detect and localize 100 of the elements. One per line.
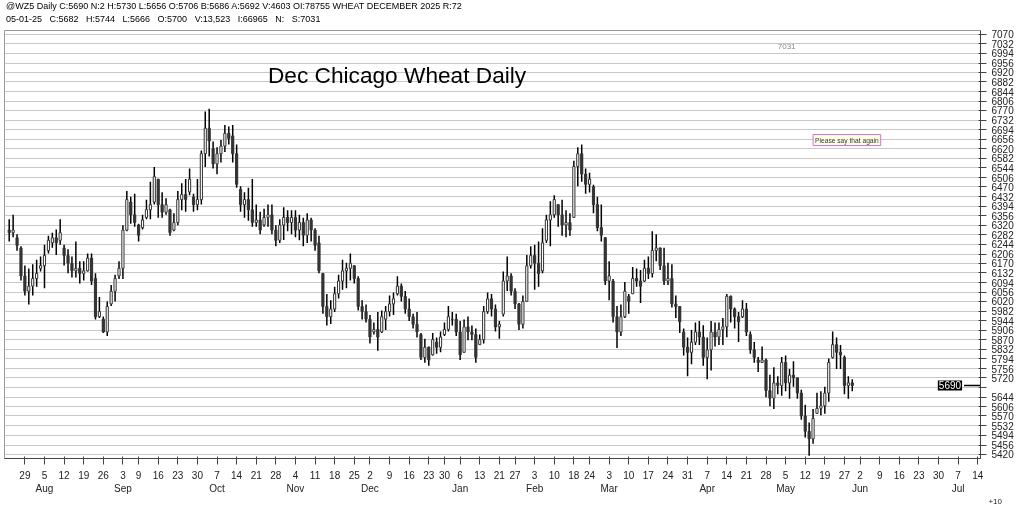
x-tick-label: 13: [474, 469, 486, 481]
candlestick: [835, 336, 839, 370]
ref-line-label: 5690: [938, 380, 962, 392]
x-tick-label: 2 Jun: [852, 469, 869, 494]
candlestick: [717, 321, 721, 346]
candlestick: [191, 192, 196, 213]
y-tick-label: 6506: [991, 172, 1015, 184]
x-tick-label: 28: [270, 469, 282, 481]
y-tick-label: 7032: [991, 38, 1015, 50]
y-tick-label: 6956: [991, 58, 1015, 70]
text: 05-01-25 C:5682 H:5744 L:5666 O:5700 V:13,523 I:66965 N: S:7031: [6, 13, 321, 26]
x-tick-label: 7 Jul: [951, 469, 965, 494]
candlestick: [305, 212, 309, 244]
x-tick-label: 24: [662, 469, 674, 481]
x-tick-label: 3 Sep: [114, 469, 133, 494]
candlestick: [246, 187, 250, 222]
y-tick-label: 5982: [991, 306, 1015, 318]
y-tick-label: 6432: [991, 191, 1015, 203]
x-tick-label: 27: [509, 469, 522, 481]
candlestick: [831, 330, 835, 360]
x-tick-label: 2 Dec: [361, 469, 379, 494]
y-tick-label: 5532: [991, 420, 1015, 432]
candlestick: [564, 209, 568, 238]
x-tick-label: 30: [191, 469, 204, 481]
x-tick-label: 18: [568, 469, 580, 481]
candlestick: [423, 338, 427, 364]
x-tick-label: 14: [972, 469, 984, 481]
candlestick: [133, 192, 137, 228]
x-tick-label: 14: [231, 469, 243, 481]
x-tick-label: 30: [438, 469, 451, 481]
y-tick-label: 5420: [991, 449, 1015, 461]
y-tick-label: 5944: [991, 315, 1015, 327]
y-tick-label: 6806: [991, 96, 1015, 108]
candlestick: [650, 230, 654, 279]
x-tick-label: 23: [913, 469, 925, 481]
x-tick-label: 23: [423, 469, 435, 481]
x-tick-label: 3 Mar: [600, 469, 619, 494]
y-tick-label: 6020: [991, 296, 1015, 308]
candlestick: [184, 178, 188, 213]
candlestick: [395, 275, 399, 297]
text: @WZ5 Daily C:5690 N:2 H:5730 L:5656 O:5706 B:5686 A:5692 V:4603 OI:78755 WHEAT DECEMBER 2025 R:72: [6, 0, 462, 13]
y-tick-label: 5832: [991, 344, 1015, 356]
y-tick-label: 6132: [991, 267, 1015, 279]
candlestick: [682, 327, 686, 357]
candlestick: [713, 321, 717, 348]
x-tick-label: 5 Aug: [35, 469, 54, 494]
text: +10: [988, 496, 1002, 508]
x-tick-label: 29: [19, 469, 31, 481]
candlestick: [242, 191, 247, 219]
candlestick: [537, 240, 541, 288]
candlestick: [391, 291, 396, 316]
y-tick-label: 6656: [991, 134, 1015, 146]
y-tick-label: 6356: [991, 210, 1015, 222]
y-tick-label: 6732: [991, 115, 1015, 127]
x-tick-label: 31: [682, 469, 694, 481]
x-tick-label: 23: [172, 469, 184, 481]
y-tick-label: 7070: [991, 29, 1015, 41]
candlestick: [35, 258, 39, 288]
x-tick-label: 7 Oct: [209, 469, 226, 494]
x-tick-label: 17: [642, 469, 655, 481]
candlestick: [297, 214, 301, 242]
candlestick: [744, 302, 748, 337]
candlestick: [344, 261, 349, 289]
y-tick-label: 6844: [991, 86, 1015, 98]
candlestick: [838, 344, 843, 370]
y-tick-label: 6170: [991, 258, 1015, 270]
candlestick: [289, 209, 294, 235]
candlestick: [11, 214, 15, 238]
candlestick: [736, 311, 741, 343]
candlestick: [266, 203, 270, 228]
x-tick-label: 14: [721, 469, 733, 481]
candlestick: [387, 294, 392, 318]
y-tick-label: 5570: [991, 410, 1015, 422]
y-tick-label: 6582: [991, 153, 1015, 165]
candlestick: [627, 293, 631, 315]
candlestick: [638, 269, 643, 304]
candlestick: [282, 206, 286, 241]
candlestick: [689, 329, 694, 366]
x-tick-label: 11: [309, 469, 321, 481]
candlestick: [254, 203, 258, 228]
candlestick: [376, 311, 380, 352]
candlestick: [66, 248, 70, 274]
x-tick-label: 27: [838, 469, 851, 481]
candlestick: [544, 214, 548, 244]
x-tick-label: 19: [819, 469, 831, 481]
x-tick-label: 9: [386, 469, 393, 481]
candlestick: [7, 218, 11, 243]
candlestick: [662, 246, 666, 286]
candlestick: [780, 356, 784, 397]
y-tick-label: 6882: [991, 76, 1015, 88]
x-tick-label: 12: [799, 469, 812, 481]
y-tick-label: 6694: [991, 124, 1015, 136]
x-tick-label: 9: [135, 469, 142, 481]
x-tick-label: 16: [152, 469, 165, 481]
candlestick: [82, 260, 86, 282]
y-tick-label: 5720: [991, 372, 1015, 384]
candlestick: [819, 390, 823, 416]
y-tick-label: 5494: [991, 430, 1015, 442]
y-tick-label: 5606: [991, 401, 1015, 413]
candlestick: [301, 216, 305, 247]
